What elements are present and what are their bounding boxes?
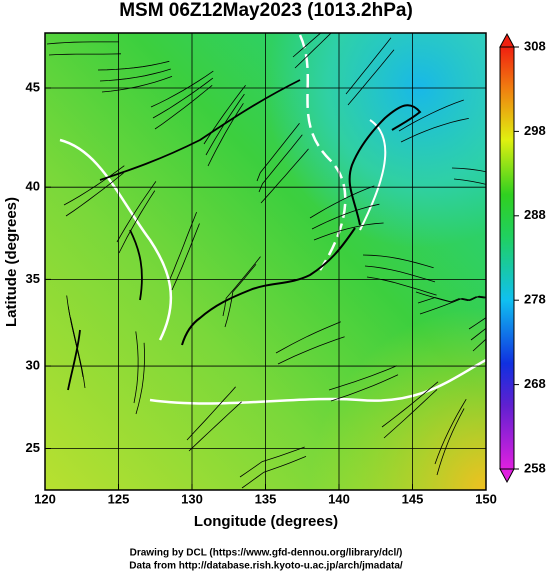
streamline [328, 365, 397, 391]
colorbar-tick-label: 258 [524, 460, 546, 475]
x-tick-label: 145 [402, 491, 424, 506]
streamline [99, 68, 171, 82]
streamline [451, 167, 486, 173]
streamline [207, 103, 244, 167]
streamline [260, 148, 309, 204]
streamline [154, 84, 213, 130]
colorbar [499, 46, 515, 470]
x-tick-label: 135 [255, 491, 277, 506]
y-tick-label: 25 [26, 440, 40, 455]
colorbar-tick-label: 288 [524, 207, 546, 222]
streamline [434, 398, 467, 465]
colorbar-extend-low [499, 468, 515, 484]
streamline [116, 181, 157, 243]
streamline [362, 254, 434, 269]
x-tick-label: 150 [475, 491, 497, 506]
streamline [48, 53, 122, 56]
streamline [313, 222, 384, 241]
streamline [101, 76, 173, 93]
streamline [468, 317, 486, 330]
streamline [398, 99, 464, 132]
streamline [222, 256, 261, 317]
streamline [97, 60, 170, 71]
streamline [364, 265, 436, 283]
streamline [150, 70, 214, 108]
y-axis-label: Latitude (degrees) [3, 197, 20, 327]
streamline [470, 327, 486, 341]
streamline [133, 331, 139, 404]
streamline [419, 295, 486, 315]
y-tick-label: 35 [26, 271, 40, 286]
x-axis-label: Longitude (degrees) [194, 513, 338, 530]
streamline [241, 456, 307, 489]
streamline [46, 41, 119, 45]
streamline [383, 389, 438, 439]
y-tick-label: 40 [26, 179, 40, 194]
colorbar-tick-label: 268 [524, 376, 546, 391]
streamline [63, 165, 125, 206]
streamline [311, 203, 380, 230]
streamline [277, 336, 345, 365]
streamline [309, 185, 375, 219]
x-tick-label: 140 [328, 491, 350, 506]
streamline [70, 317, 86, 389]
credit: Drawing by DCL (https://www.gfd-dennou.o… [130, 548, 403, 559]
y-tick-label: 45 [26, 79, 40, 94]
streamline [186, 386, 236, 441]
y-tick-label: 30 [26, 358, 40, 373]
x-tick-label: 130 [181, 491, 203, 506]
colorbar-extend-high [499, 32, 515, 48]
streamline [436, 408, 465, 476]
streamline [258, 134, 303, 193]
streamline [345, 37, 392, 95]
streamline [472, 338, 486, 352]
streamline [381, 381, 439, 428]
streamline [118, 190, 156, 254]
streamline [347, 49, 395, 106]
streamline [152, 77, 214, 119]
credit: Data from http://database.rish.kyoto-u.a… [129, 561, 403, 572]
streamline [135, 342, 145, 415]
streamline [256, 123, 300, 182]
streamline [453, 178, 486, 185]
streamline [275, 321, 341, 354]
colorbar-tick-label: 278 [524, 292, 546, 307]
colorbar-tick-label: 298 [524, 123, 546, 138]
chart-title: MSM 06Z12May2023 (1013.2hPa) [119, 0, 413, 21]
streamline [188, 401, 242, 452]
streamline [294, 33, 332, 69]
streamline [224, 264, 257, 328]
streamline [330, 374, 399, 402]
streamline [400, 118, 469, 143]
x-tick-label: 125 [108, 491, 130, 506]
streamline [203, 85, 246, 145]
streamline [65, 172, 124, 217]
streamline [205, 93, 245, 156]
streamline [239, 446, 305, 478]
colorbar-tick-label: 308 [524, 38, 546, 53]
x-tick-label: 120 [34, 491, 56, 506]
